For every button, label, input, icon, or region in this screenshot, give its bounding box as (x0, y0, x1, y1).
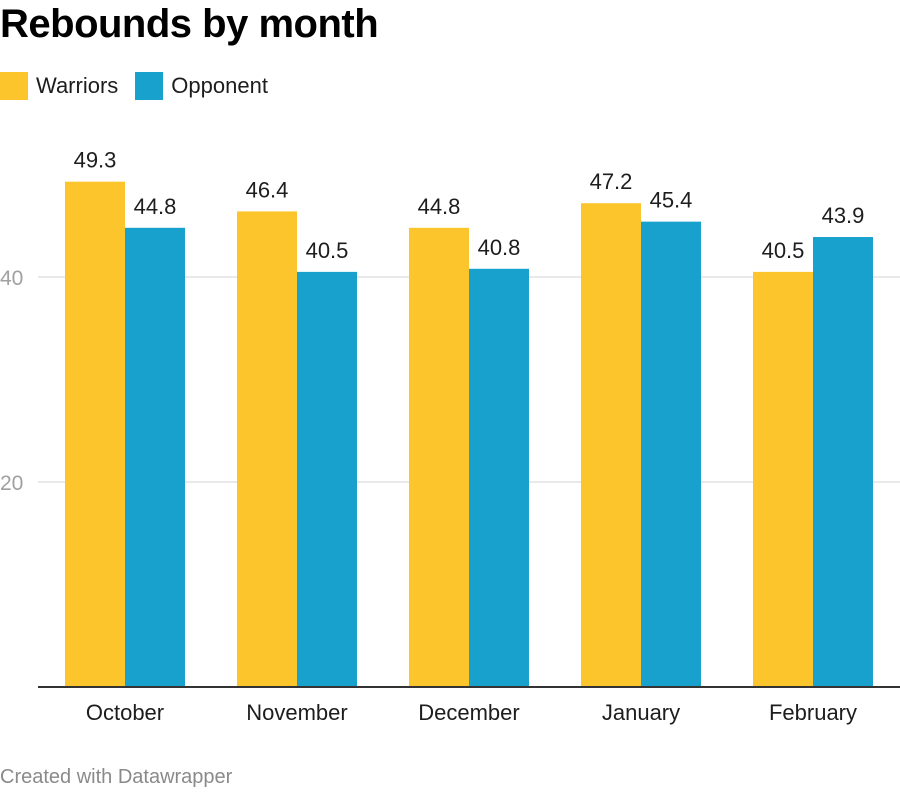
data-label: 40.8 (478, 235, 521, 260)
bar-chart: 20 40 49.3 44.8 October 46.4 40.5 November 44.8 4… (0, 148, 900, 725)
y-tick-label: 40 (0, 267, 23, 290)
data-label: 40.5 (306, 238, 349, 263)
legend-label-opponent: Opponent (171, 73, 268, 98)
bar-warriors (753, 271, 813, 687)
bar-warriors (409, 227, 469, 688)
bar-warriors (581, 203, 641, 687)
bar-warriors (65, 181, 125, 688)
legend-swatch-opponent (135, 72, 164, 100)
data-label: 44.8 (418, 194, 461, 219)
x-tick-label: January (602, 700, 680, 725)
data-label: 43.9 (822, 203, 865, 228)
bar-opponent (813, 237, 873, 687)
data-label: 40.5 (762, 238, 805, 263)
legend-item-opponent: Opponent (135, 72, 268, 100)
data-label: 47.2 (590, 169, 633, 194)
legend-swatch-warriors (0, 72, 28, 100)
bar-opponent (641, 221, 701, 687)
legend: Warriors Opponent (0, 72, 285, 100)
data-label: 49.3 (74, 148, 117, 173)
x-tick-label: October (86, 700, 164, 725)
legend-item-warriors: Warriors (0, 72, 118, 100)
chart-title: Rebounds by month (0, 2, 379, 46)
bar-opponent (125, 227, 185, 688)
data-label: 45.4 (650, 188, 693, 213)
data-label: 46.4 (246, 177, 289, 202)
data-label: 44.8 (134, 194, 177, 219)
x-tick-label: December (418, 700, 519, 725)
bar-warriors (237, 211, 297, 687)
legend-label-warriors: Warriors (36, 73, 119, 98)
footer-credit: Created with Datawrapper (0, 766, 233, 788)
x-tick-label: February (769, 700, 857, 725)
bar-opponent (469, 268, 529, 687)
bar-opponent (297, 271, 357, 687)
x-tick-label: November (246, 700, 347, 725)
y-tick-label: 20 (0, 472, 23, 495)
